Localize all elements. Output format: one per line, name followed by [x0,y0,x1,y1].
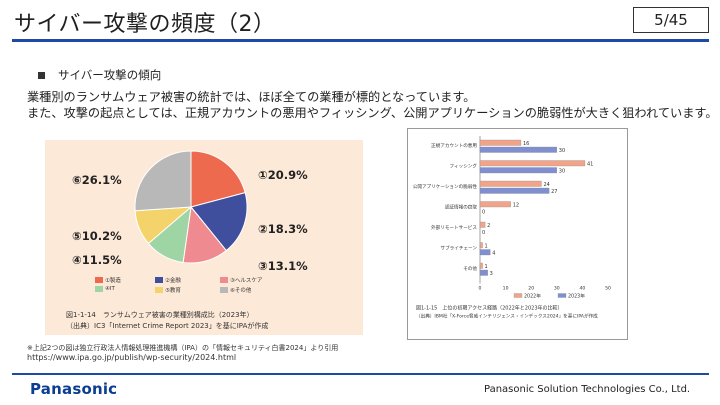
page-number: 5/45 [633,7,709,33]
bar-mark [479,160,586,167]
bar-value-label: 1 [485,264,488,270]
bar-mark [479,139,522,146]
legend-item-4: ④IT [95,286,115,292]
legend-swatch [155,287,163,293]
bar-tick-label: 10 [503,286,509,292]
bar-source: （出典）IBM社「X-Force脅威インテリジェンス・インデックス2024」を基… [416,313,598,320]
bar-category-label: フィッシング [450,163,478,170]
body-line-1: 業種別のランサムウェア被害の統計では、ほぼ全ての業種が標的となっています。 [27,90,476,104]
company-name: Panasonic Solution Technologies Co., Ltd… [484,384,691,395]
bar-tick-label: 0 [479,286,482,292]
legend-item-5: ⑤教育 [155,286,181,294]
bar-mark [479,242,483,249]
bar-category-label: 外部リモートサービス [431,224,477,231]
pie-slice [190,192,248,252]
bar-value-label: 30 [559,148,565,154]
bar-mark [479,269,488,276]
legend-swatch [155,277,163,283]
bullet-heading: サイバー攻撃の傾向 [38,67,161,83]
bar-value-label: 12 [513,203,519,209]
bar-category-label: 正規アカウントの悪用 [431,142,477,149]
legend-item-1: ①製造 [95,276,121,284]
pie-slice [190,150,246,208]
bar-mark [479,187,550,194]
bar-value-label: 27 [551,189,557,195]
bar-category-label: その他 [463,265,477,272]
legend-swatch [95,277,103,283]
bar-value-label: 30 [559,169,565,175]
bar-mark [479,167,557,174]
bar-value-label: 41 [587,162,593,168]
pie-source: （出典）IC3「Internet Crime Report 2023」を基にIP… [66,322,269,330]
bar-value-label: 1 [485,244,488,250]
bullet-text: サイバー攻撃の傾向 [58,68,162,82]
bar-value-label: 0 [482,230,485,236]
pie-label-3: ③13.1% [258,259,308,273]
bar-legend-label: 2022年 [524,293,541,300]
legend-label: ②金融 [165,278,181,284]
bar-category-label: サプライチェーン [440,246,477,252]
bar-tick-label: 30 [554,286,560,292]
bar-category-label: 公開アプリケーションの脆弱性 [413,183,478,190]
legend-label: ④IT [105,286,115,292]
bar-mark [479,180,542,187]
bar-legend-swatch [513,293,523,298]
legend-item-6: ⑥その他 [220,286,251,294]
bar-value-label: 4 [492,251,495,257]
bar-value-label: 24 [543,182,549,188]
body-line-2: また、攻撃の起点としては、正規アカウントの悪用やフィッシング、公開アプリケーショ… [27,106,718,120]
bar-tick-label: 50 [605,286,611,292]
pie-label-1: ①20.9% [258,168,308,182]
legend-item-3: ③ヘルスケア [220,276,262,284]
slide-title: サイバー攻撃の頻度（2） [14,12,276,37]
pie-chart [134,150,248,264]
legend-swatch [220,277,228,283]
bar-value-label: 2 [487,223,490,229]
bar-mark [479,262,483,269]
bar-tick-label: 20 [528,286,534,292]
bar-legend-swatch [557,293,567,298]
bar-tick-label: 40 [579,286,585,292]
bar-value-label: 3 [490,271,493,277]
pie-label-4: ④11.5% [72,253,122,267]
panasonic-logo: Panasonic [30,380,118,398]
bar-mark [479,201,511,208]
legend-item-2: ②金融 [155,276,181,284]
legend-swatch [220,287,228,293]
pie-slice [134,150,192,212]
pie-caption: 図1-1-14 ランサムウェア被害の業種別構成比（2023年） [66,311,254,319]
bullet-square-icon [38,71,45,79]
pie-label-6: ⑥26.1% [72,173,122,187]
bar-mark [479,146,557,153]
bar-category-label: 認証情報の窃取 [445,204,478,211]
legend-label: ⑤教育 [165,288,181,294]
bar-value-label: 0 [482,210,485,216]
legend-label: ③ヘルスケア [230,278,263,284]
bar-mark [479,249,491,256]
legend-label: ⑥その他 [230,288,252,294]
footer-divider [12,373,709,375]
legend-label: ①製造 [105,278,121,284]
source-url[interactable]: https://www.ipa.go.jp/publish/wp-securit… [27,353,237,362]
legend-swatch [95,286,103,292]
bar-mark [479,221,486,228]
pie-label-2: ②18.3% [258,222,308,236]
bar-caption: 図1-1-15 上位の初期アクセス経路（2022年と2023年の比較） [416,305,563,312]
bar-legend-label: 2023年 [568,293,585,300]
title-divider [12,39,709,42]
pie-label-5: ⑤10.2% [72,229,122,243]
footnote: ※上記2つの図は独立行政法人情報処理推進機構（IPA）の「情報セキュリティ白書2… [27,344,339,352]
bar-value-label: 16 [523,141,529,147]
